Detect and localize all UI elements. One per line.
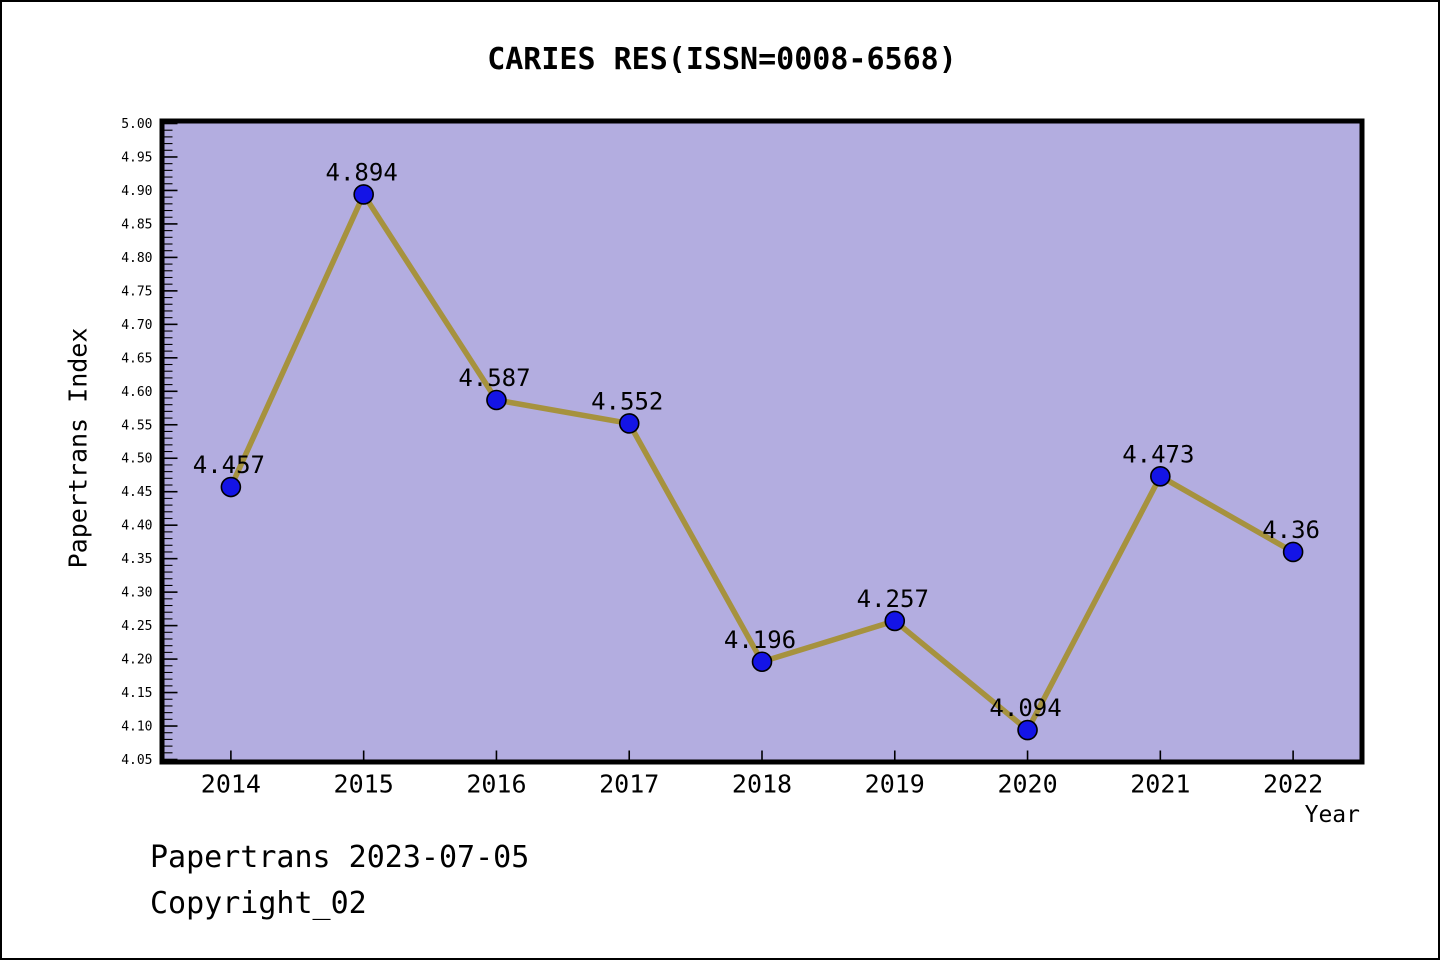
y-axis-ticks bbox=[164, 122, 178, 761]
y-axis-tick-labels: 4.05 4.10 4.15 4.20 4.25 4.30 4.35 4.40 4.45 4.50… bbox=[121, 117, 152, 768]
point-labels: 4.457 4.894 4.587 4.552 4.196 4.257 4.094 4.473… bbox=[193, 158, 1320, 722]
data-markers bbox=[220, 184, 1304, 741]
y-tick-label: 4.90 bbox=[121, 184, 152, 199]
x-axis-title: Year bbox=[1304, 802, 1360, 828]
point-value-label: 4.457 bbox=[193, 451, 265, 479]
y-tick-label: 4.55 bbox=[121, 418, 152, 433]
y-tick-label: 4.10 bbox=[121, 720, 152, 735]
data-point-marker bbox=[884, 610, 906, 632]
data-point-marker bbox=[1282, 541, 1304, 563]
point-value-label: 4.473 bbox=[1122, 440, 1194, 468]
footer-copyright: Copyright_02 bbox=[150, 886, 367, 921]
data-point-marker bbox=[220, 476, 242, 498]
point-value-label: 4.894 bbox=[326, 158, 398, 186]
x-tick-label: 2022 bbox=[1263, 770, 1323, 799]
y-tick-label: 4.25 bbox=[121, 619, 152, 634]
y-tick-label: 4.65 bbox=[121, 351, 152, 366]
y-tick-label: 4.50 bbox=[121, 452, 152, 467]
data-point-marker bbox=[618, 413, 640, 434]
y-tick-label: 4.85 bbox=[121, 217, 152, 232]
x-tick-label: 2021 bbox=[1130, 770, 1190, 799]
y-tick-label: 4.60 bbox=[121, 385, 152, 400]
chart-title: CARIES RES(ISSN=0008-6568) bbox=[487, 42, 957, 77]
x-tick-label: 2015 bbox=[334, 770, 394, 799]
data-point-marker bbox=[1150, 466, 1171, 487]
y-tick-label: 4.70 bbox=[121, 318, 152, 333]
data-point-marker bbox=[1017, 719, 1038, 741]
y-tick-label: 5.00 bbox=[121, 117, 152, 132]
data-point-marker bbox=[353, 184, 374, 205]
x-axis-ticks bbox=[230, 750, 1294, 760]
point-value-label: 4.552 bbox=[591, 387, 663, 415]
y-axis-title: Papertrans Index bbox=[63, 327, 93, 569]
y-tick-label: 4.80 bbox=[121, 251, 152, 266]
point-value-label: 4.196 bbox=[724, 626, 796, 654]
x-tick-label: 2014 bbox=[201, 770, 261, 799]
data-point-marker bbox=[751, 651, 773, 673]
y-tick-label: 4.45 bbox=[121, 485, 152, 500]
y-tick-label: 4.75 bbox=[121, 284, 152, 299]
x-tick-label: 2020 bbox=[997, 770, 1057, 799]
x-axis-tick-labels: 2014 2015 2016 2017 2018 2019 2020 2021 2022 bbox=[201, 770, 1323, 799]
point-value-label: 4.094 bbox=[989, 694, 1061, 722]
y-tick-label: 4.35 bbox=[121, 552, 152, 567]
footer-source-date: Papertrans 2023-07-05 bbox=[150, 840, 530, 875]
point-value-label: 4.36 bbox=[1262, 516, 1320, 544]
y-tick-label: 4.20 bbox=[121, 653, 152, 668]
point-value-label: 4.257 bbox=[857, 585, 929, 613]
data-point-marker bbox=[486, 389, 507, 411]
x-tick-label: 2017 bbox=[599, 770, 659, 799]
x-tick-label: 2019 bbox=[865, 770, 925, 799]
y-tick-label: 4.40 bbox=[121, 519, 152, 534]
y-tick-label: 4.30 bbox=[121, 586, 152, 601]
y-tick-label: 4.95 bbox=[121, 150, 152, 165]
x-tick-label: 2016 bbox=[466, 770, 526, 799]
point-value-label: 4.587 bbox=[458, 364, 530, 392]
x-tick-label: 2018 bbox=[732, 770, 792, 799]
y-tick-label: 4.05 bbox=[121, 753, 152, 768]
y-tick-label: 4.15 bbox=[121, 686, 152, 701]
